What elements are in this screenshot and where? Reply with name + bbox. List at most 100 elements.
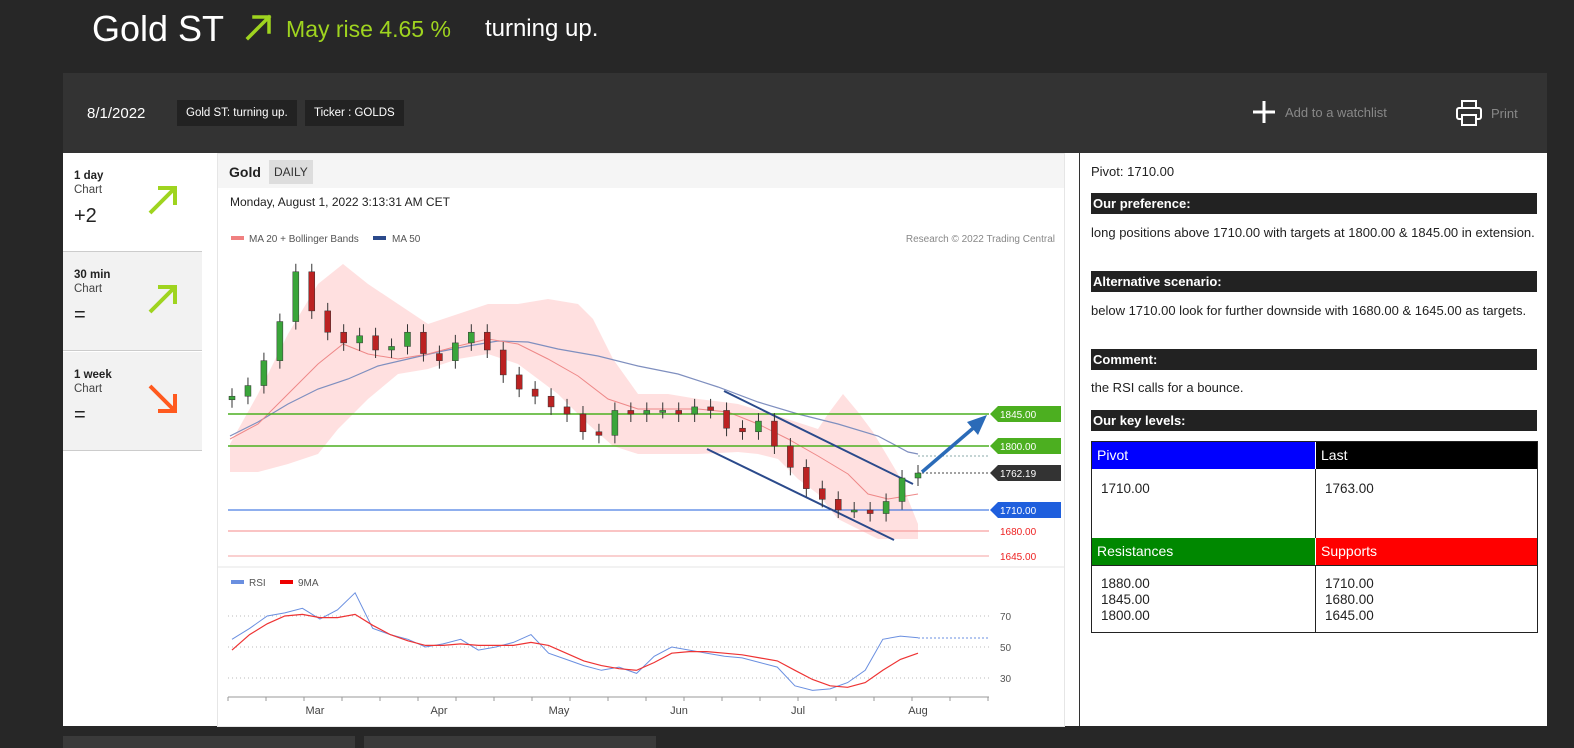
rsi-legend: RSI [249,578,266,589]
timeframe-1-day[interactable]: 1 day Chart +2 [63,153,202,252]
report-date: 8/1/2022 [87,105,146,122]
bottom-tab-2[interactable] [364,736,656,748]
add-to-watchlist-button[interactable]: Add to a watchlist [1251,99,1387,125]
candle-body [659,410,666,413]
timeframe-name: 30 min [74,269,111,281]
timeframe-list: 1 day Chart +2 30 min Chart = 1 week Cha… [63,153,202,453]
price-chart: MA 20 + Bollinger Bands MA 50 Research ©… [218,234,1064,717]
timeframe-name: 1 week [74,369,112,381]
candle-body [404,331,411,347]
candle-body [499,349,507,376]
svg-text:1800.00: 1800.00 [1000,442,1037,453]
resistance-1: 1880.00 [1101,576,1150,591]
candle-body [787,445,794,468]
ma50-legend: MA 50 [392,234,421,245]
projection-arrowhead [967,415,987,435]
info-bar: 8/1/2022 Gold ST: turning up. Ticker : G… [63,73,1547,153]
rsi-ma-legend-swatch [280,580,293,584]
candle-body [228,395,236,401]
candle-body [324,310,331,333]
pivot-line: Pivot: 1710.00 [1091,164,1175,179]
timeframe-score: = [74,304,86,326]
candle-body [340,331,347,344]
x-tick-label: May [549,705,570,717]
rsi-ma-legend: 9MA [298,578,319,589]
page-title: Gold ST [92,8,225,49]
support-2: 1680.00 [1325,592,1374,607]
candle-body [834,499,842,511]
candle-body [771,420,778,447]
pivot-header: Pivot [1092,442,1315,469]
ma20-legend: MA 20 + Bollinger Bands [249,234,359,245]
timeframe-chart-link[interactable]: Chart [74,283,103,295]
timeframe-chart-link[interactable]: Chart [74,383,103,395]
candle-body [803,467,810,489]
bottom-tab-1[interactable] [63,736,355,748]
timeframe-score: +2 [74,205,97,227]
rsi-legend-swatch [231,580,244,584]
arrow-up-right-icon [244,12,274,47]
x-tick-label: Apr [430,705,447,717]
svg-text:1762.19: 1762.19 [1000,469,1037,480]
candle-body [882,501,890,514]
candle-body [436,353,443,361]
plus-icon [1253,101,1275,123]
resistance-2: 1845.00 [1101,592,1150,607]
print-button[interactable]: Print [1455,99,1518,127]
candle-body [547,395,555,408]
candle-body [675,410,682,415]
x-tick-label: Jun [670,705,688,717]
page-header: Gold ST May rise 4.65 % turning up. [92,4,598,54]
support-1: 1710.00 [1325,576,1374,591]
projection-arrow [920,422,980,474]
trend-text: turning up. [484,15,599,42]
candle-body [755,420,762,433]
candle-body [420,331,427,354]
candle-body [292,271,300,322]
candle-body [563,406,571,415]
printer-icon [1456,100,1482,126]
candle-body [260,360,268,386]
timeframe-score: = [74,404,86,426]
candle-body [898,477,906,502]
candle-body [356,335,363,344]
period-button[interactable]: DAILY [269,160,313,184]
candle-body [739,427,746,433]
timeframe-chart-link[interactable]: Chart [74,184,103,196]
support-3: 1645.00 [1325,608,1374,623]
chart-credit: Research © 2022 Trading Central [906,234,1055,245]
level-label-1645: 1645.00 [1000,552,1037,563]
title-chip: Gold ST: turning up. [177,100,297,126]
resistances-values: 1880.00 1845.00 1800.00 [1092,565,1315,632]
candle-body [579,413,587,433]
comment-text: the RSI calls for a bounce. [1091,380,1244,395]
resistance-3: 1800.00 [1101,608,1150,623]
ma50-line [229,340,919,455]
candle-body [850,509,858,513]
candle-body [643,410,651,415]
arrow-up-right-icon [148,285,177,314]
candle-body [484,331,491,351]
forecast-text: May rise 4.65 % [286,15,451,42]
candle-body [866,509,874,514]
svg-text:1845.00: 1845.00 [1000,410,1037,421]
candle-body [515,374,523,390]
ticker-chip: Ticker : GOLDS [305,100,404,126]
timeframe-1-week[interactable]: 1 week Chart = [63,352,202,451]
preference-text: long positions above 1710.00 with target… [1091,225,1535,240]
level-label-1710: 1710.00 [990,502,1061,518]
timeframe-30-min[interactable]: 30 min Chart = [63,252,202,351]
candle-body [819,488,826,500]
supports-header: Supports [1315,538,1537,565]
candle-body [276,321,284,361]
candle-body [595,431,603,436]
preference-heading: Our preference: [1091,193,1537,214]
instrument-name: Gold [229,164,261,180]
bollinger-band [230,264,918,539]
candle-body [723,410,730,429]
candle-body [531,388,539,397]
last-value: 1763.00 [1315,469,1537,538]
alternative-text: below 1710.00 look for further downside … [1091,303,1527,318]
channel-lower-line [706,448,895,541]
candle-body [691,406,698,415]
